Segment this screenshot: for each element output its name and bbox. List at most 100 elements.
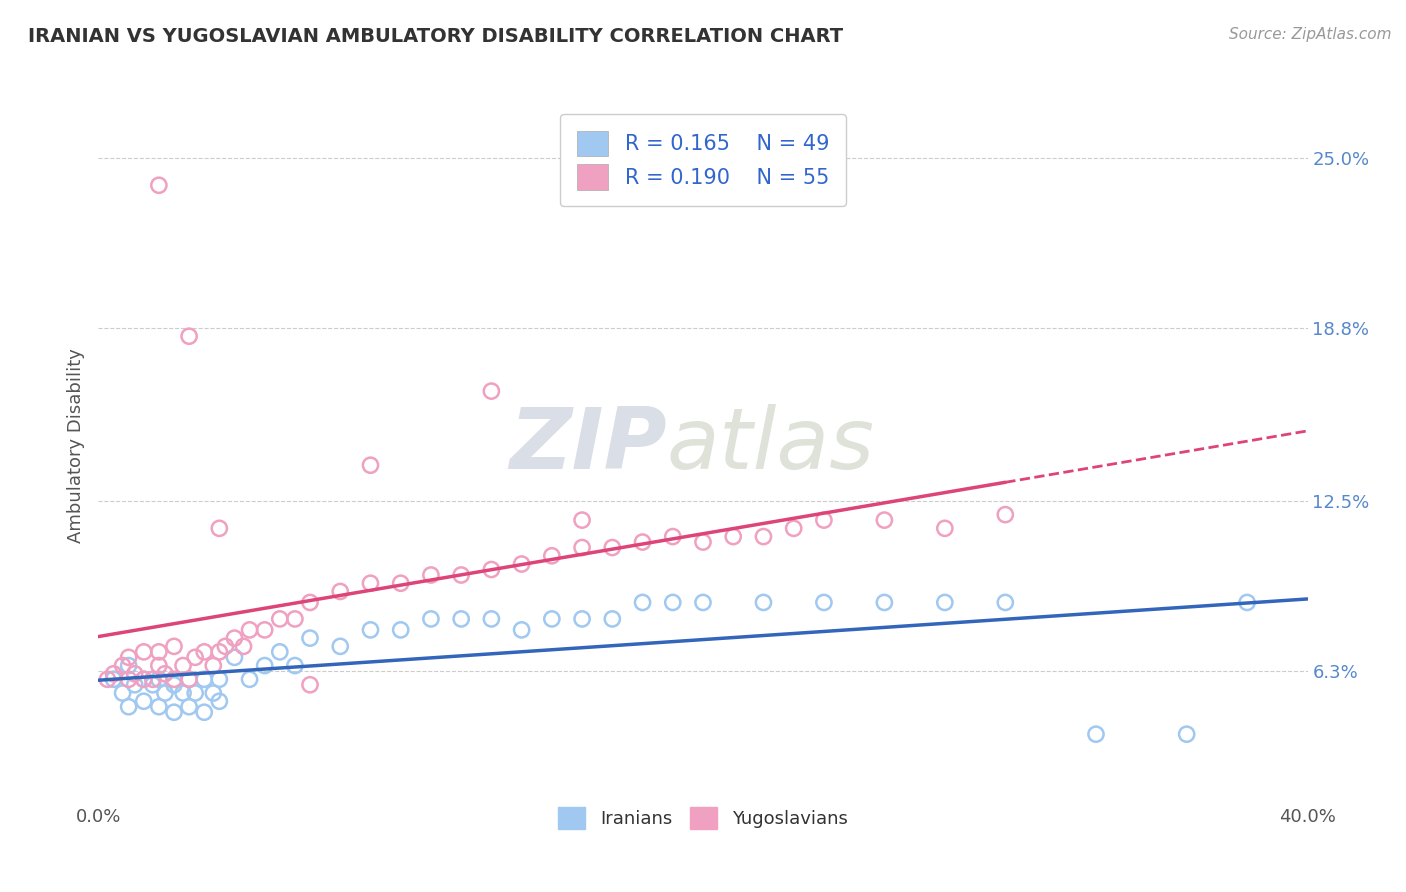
Point — [142, 673, 165, 687]
Point — [540, 612, 562, 626]
Point — [269, 612, 291, 626]
Point — [329, 584, 352, 599]
Point — [179, 699, 201, 714]
Point — [481, 384, 503, 398]
Point — [389, 623, 412, 637]
Point — [132, 694, 155, 708]
Point — [239, 623, 262, 637]
Point — [118, 699, 141, 714]
Point — [284, 612, 307, 626]
Point — [172, 658, 194, 673]
Point — [1236, 595, 1258, 609]
Point — [934, 595, 956, 609]
Y-axis label: Ambulatory Disability: Ambulatory Disability — [66, 349, 84, 543]
Point — [1175, 727, 1198, 741]
Point — [813, 513, 835, 527]
Point — [510, 623, 533, 637]
Point — [232, 640, 254, 654]
Point — [692, 535, 714, 549]
Point — [692, 595, 714, 609]
Point — [299, 595, 322, 609]
Point — [510, 557, 533, 571]
Point — [360, 458, 382, 473]
Point — [163, 640, 186, 654]
Point — [132, 645, 155, 659]
Point — [179, 329, 201, 343]
Point — [214, 640, 236, 654]
Point — [571, 612, 593, 626]
Point — [118, 673, 141, 687]
Point — [193, 645, 215, 659]
Point — [153, 666, 176, 681]
Point — [1085, 727, 1108, 741]
Point — [752, 530, 775, 544]
Point — [148, 699, 170, 714]
Point — [148, 178, 170, 193]
Point — [118, 658, 141, 673]
Text: atlas: atlas — [666, 404, 875, 488]
Point — [111, 686, 134, 700]
Text: Source: ZipAtlas.com: Source: ZipAtlas.com — [1229, 27, 1392, 42]
Point — [481, 612, 503, 626]
Point — [994, 508, 1017, 522]
Point — [450, 568, 472, 582]
Point — [148, 658, 170, 673]
Point — [96, 673, 118, 687]
Point — [163, 673, 186, 687]
Point — [873, 513, 896, 527]
Point — [571, 513, 593, 527]
Point — [239, 673, 262, 687]
Point — [208, 694, 231, 708]
Point — [602, 541, 624, 555]
Point — [208, 521, 231, 535]
Point — [571, 541, 593, 555]
Point — [179, 673, 201, 687]
Point — [184, 650, 207, 665]
Point — [299, 678, 322, 692]
Point — [224, 631, 246, 645]
Point — [148, 673, 170, 687]
Point — [873, 595, 896, 609]
Point — [184, 686, 207, 700]
Point — [124, 678, 146, 692]
Point — [103, 673, 125, 687]
Point — [420, 568, 443, 582]
Point — [299, 631, 322, 645]
Point — [172, 686, 194, 700]
Point — [111, 658, 134, 673]
Point — [208, 645, 231, 659]
Point — [631, 535, 654, 549]
Point — [994, 595, 1017, 609]
Point — [193, 705, 215, 719]
Point — [752, 595, 775, 609]
Point — [253, 658, 276, 673]
Point — [360, 576, 382, 591]
Point — [208, 673, 231, 687]
Point — [148, 645, 170, 659]
Point — [163, 678, 186, 692]
Point — [163, 705, 186, 719]
Point — [269, 645, 291, 659]
Text: ZIP: ZIP — [509, 404, 666, 488]
Point — [661, 595, 683, 609]
Point — [193, 673, 215, 687]
Point — [132, 673, 155, 687]
Point — [360, 623, 382, 637]
Point — [132, 673, 155, 687]
Point — [118, 650, 141, 665]
Point — [813, 595, 835, 609]
Point — [481, 562, 503, 576]
Point — [284, 658, 307, 673]
Point — [420, 612, 443, 626]
Point — [224, 650, 246, 665]
Point — [631, 595, 654, 609]
Point — [723, 530, 745, 544]
Point — [202, 686, 225, 700]
Point — [450, 612, 472, 626]
Point — [661, 530, 683, 544]
Point — [202, 658, 225, 673]
Point — [540, 549, 562, 563]
Point — [389, 576, 412, 591]
Point — [934, 521, 956, 535]
Point — [179, 673, 201, 687]
